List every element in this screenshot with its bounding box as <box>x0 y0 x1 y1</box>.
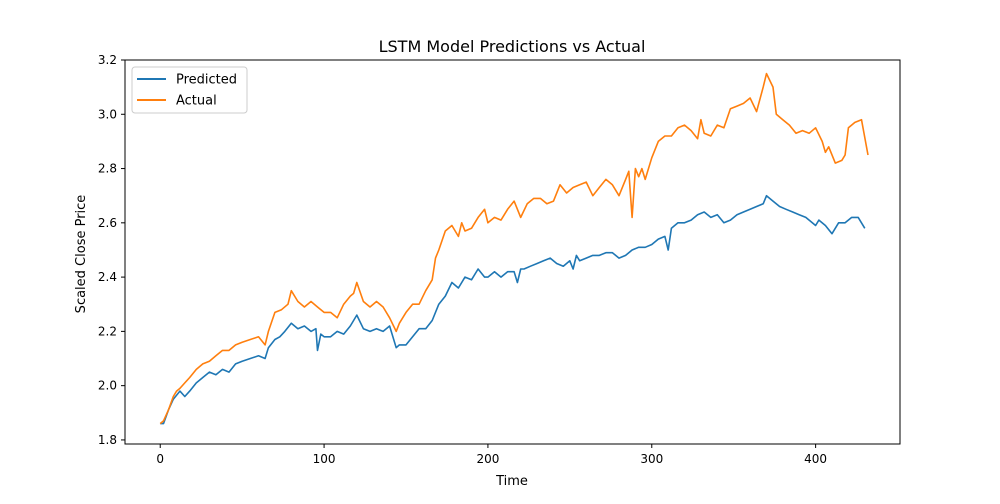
chart-title: LSTM Model Predictions vs Actual <box>379 37 646 56</box>
x-tick-label: 400 <box>804 452 827 466</box>
series-line-predicted <box>160 194 866 425</box>
y-tick-label: 1.8 <box>98 433 117 447</box>
x-tick-label: 200 <box>476 452 499 466</box>
x-tick-label: 100 <box>313 452 336 466</box>
y-tick-label: 2.0 <box>98 379 117 393</box>
x-axis-label: Time <box>495 474 528 489</box>
x-axis: 0 100 200 300 400 <box>156 444 827 466</box>
x-tick-label: 300 <box>640 452 663 466</box>
legend-label: Actual <box>176 94 217 109</box>
y-tick-label: 2.4 <box>98 270 117 284</box>
y-tick-label: 3.0 <box>98 107 117 121</box>
legend-label: Predicted <box>176 73 237 88</box>
legend: Predicted Actual <box>131 66 248 114</box>
y-tick-label: 2.8 <box>98 162 117 176</box>
y-tick-label: 2.6 <box>98 216 117 230</box>
plot-frame <box>124 59 901 445</box>
plot-area <box>159 72 869 425</box>
x-tick-label: 0 <box>156 452 164 466</box>
y-tick-label: 2.2 <box>98 324 117 338</box>
y-axis-label: Scaled Close Price <box>74 195 89 314</box>
y-axis: 1.8 2.0 2.2 2.4 2.6 2.8 3.0 3.2 <box>98 53 125 447</box>
series-line-actual <box>159 72 869 425</box>
y-tick-label: 3.2 <box>98 53 117 67</box>
